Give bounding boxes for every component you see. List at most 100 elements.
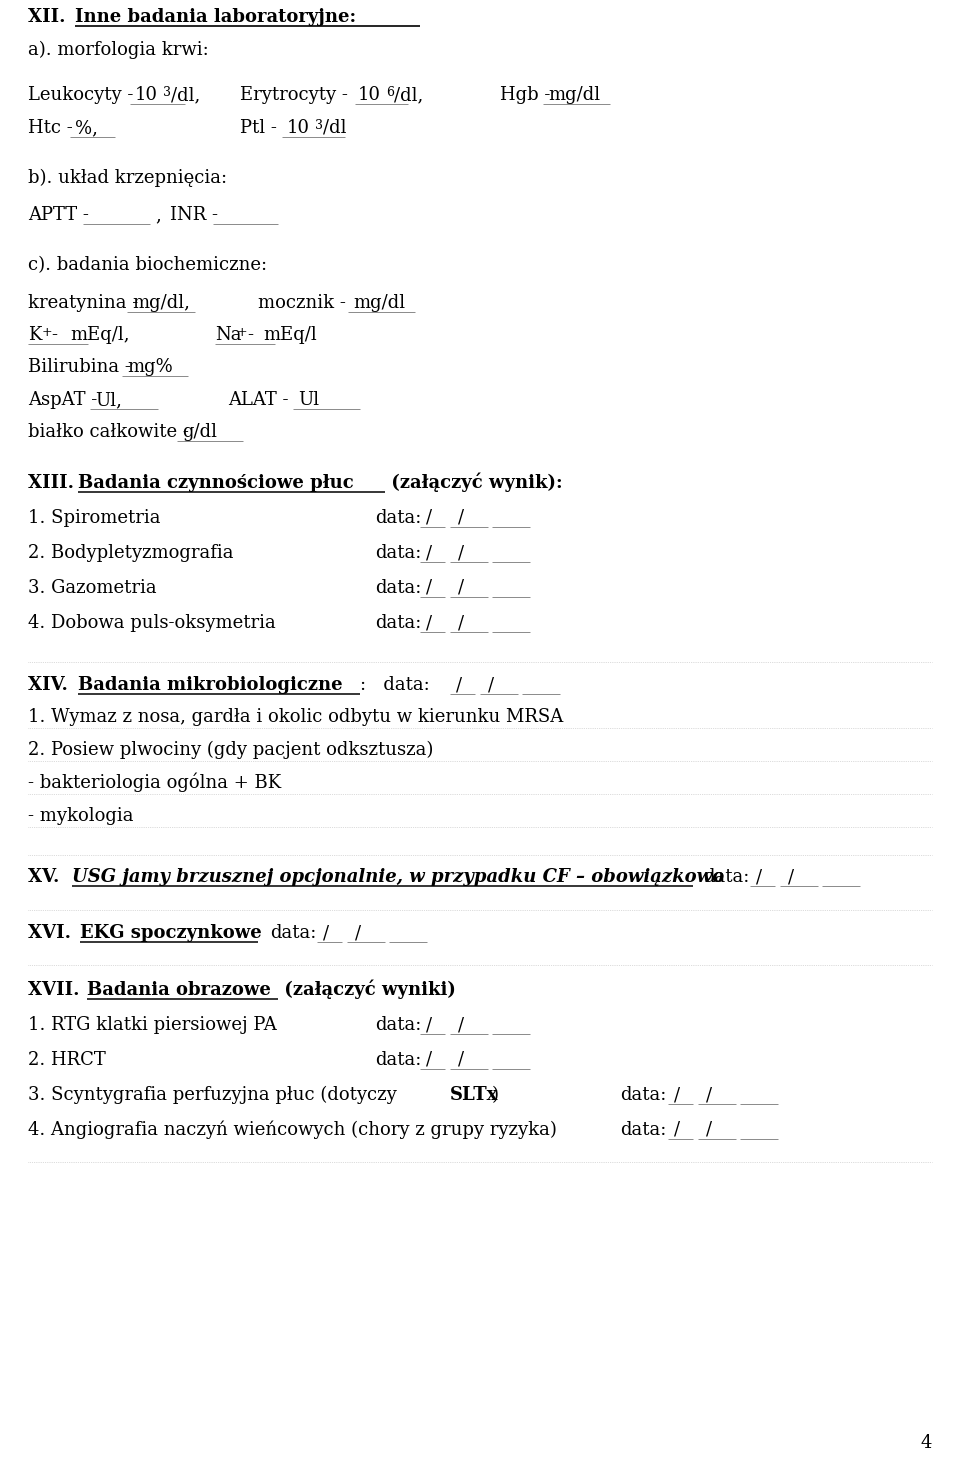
Text: b). układ krzepnięcia:: b). układ krzepnięcia: (28, 169, 228, 186)
Text: XII.: XII. (28, 7, 72, 26)
Text: data:: data: (375, 578, 421, 597)
Text: :   data:: : data: (360, 675, 430, 694)
Text: XIV.: XIV. (28, 675, 74, 694)
Text: ,: , (155, 206, 160, 225)
Text: /: / (426, 545, 432, 562)
Text: /: / (458, 614, 464, 633)
Text: 3. Gazometria: 3. Gazometria (28, 578, 156, 597)
Text: -: - (248, 326, 260, 344)
Text: c). badania biochemiczne:: c). badania biochemiczne: (28, 255, 267, 275)
Text: /: / (706, 1086, 712, 1104)
Text: -: - (52, 326, 63, 344)
Text: 4. Dobowa puls-oksymetria: 4. Dobowa puls-oksymetria (28, 614, 276, 633)
Text: Na: Na (215, 326, 242, 344)
Text: mEq/l: mEq/l (263, 326, 317, 344)
Text: Badania obrazowe: Badania obrazowe (87, 981, 271, 1000)
Text: /: / (488, 675, 494, 694)
Text: data:: data: (375, 1051, 421, 1069)
Text: białko całkowite -: białko całkowite - (28, 423, 189, 440)
Text: USG jamy brzusznej opcjonalnie, w przypadku CF – obowiązkowo: USG jamy brzusznej opcjonalnie, w przypa… (72, 868, 724, 887)
Text: Ptl -: Ptl - (240, 119, 276, 137)
Text: 2. HRCT: 2. HRCT (28, 1051, 106, 1069)
Text: AspAT -: AspAT - (28, 390, 97, 410)
Text: 1. RTG klatki piersiowej PA: 1. RTG klatki piersiowej PA (28, 1016, 276, 1033)
Text: Leukocyty -: Leukocyty - (28, 87, 133, 104)
Text: data:: data: (375, 509, 421, 527)
Text: data:: data: (703, 868, 750, 887)
Text: 10: 10 (135, 87, 158, 104)
Text: 1. Spirometria: 1. Spirometria (28, 509, 160, 527)
Text: /: / (355, 923, 361, 942)
Text: a). morfologia krwi:: a). morfologia krwi: (28, 41, 208, 59)
Text: +: + (237, 326, 248, 339)
Text: 3: 3 (163, 87, 171, 98)
Text: /: / (458, 545, 464, 562)
Text: /: / (426, 509, 432, 527)
Text: /: / (788, 868, 794, 887)
Text: ): ) (492, 1086, 499, 1104)
Text: /: / (458, 1051, 464, 1069)
Text: g/dl: g/dl (182, 423, 217, 440)
Text: Erytrocyty -: Erytrocyty - (240, 87, 348, 104)
Text: data:: data: (375, 545, 421, 562)
Text: +: + (42, 326, 53, 339)
Text: data:: data: (620, 1122, 666, 1139)
Text: data:: data: (620, 1086, 666, 1104)
Text: /: / (706, 1122, 712, 1139)
Text: 4: 4 (921, 1434, 932, 1452)
Text: /dl,: /dl, (171, 87, 201, 104)
Text: INR -: INR - (170, 206, 218, 225)
Text: mocznik -: mocznik - (258, 294, 346, 313)
Text: 1. Wymaz z nosa, gardła i okolic odbytu w kierunku MRSA: 1. Wymaz z nosa, gardła i okolic odbytu … (28, 708, 564, 727)
Text: /: / (756, 868, 762, 887)
Text: /: / (456, 675, 462, 694)
Text: /: / (426, 614, 432, 633)
Text: XVI.: XVI. (28, 923, 77, 942)
Text: Ul: Ul (298, 390, 319, 410)
Text: Bilirubina -: Bilirubina - (28, 358, 131, 376)
Text: SLTx: SLTx (450, 1086, 498, 1104)
Text: Htc -: Htc - (28, 119, 73, 137)
Text: - bakteriologia ogólna + BK: - bakteriologia ogólna + BK (28, 772, 281, 793)
Text: 3. Scyntygrafia perfuzyjna płuc (dotyczy: 3. Scyntygrafia perfuzyjna płuc (dotyczy (28, 1086, 402, 1104)
Text: ALAT -: ALAT - (228, 390, 289, 410)
Text: mEq/l,: mEq/l, (70, 326, 130, 344)
Text: K: K (28, 326, 41, 344)
Text: Inne badania laboratoryjne:: Inne badania laboratoryjne: (75, 7, 356, 26)
Text: /dl: /dl (323, 119, 347, 137)
Text: (załączyć wynik):: (załączyć wynik): (385, 473, 563, 492)
Text: mg%: mg% (127, 358, 173, 376)
Text: 3: 3 (315, 119, 323, 132)
Text: XIII.: XIII. (28, 474, 81, 492)
Text: data:: data: (270, 923, 317, 942)
Text: Ul,: Ul, (95, 390, 122, 410)
Text: /: / (674, 1086, 680, 1104)
Text: Badania mikrobiologiczne: Badania mikrobiologiczne (78, 675, 343, 694)
Text: Badania czynnościowe płuc: Badania czynnościowe płuc (78, 474, 353, 492)
Text: /: / (426, 578, 432, 597)
Text: 6: 6 (386, 87, 394, 98)
Text: 2. Bodypletyzmografia: 2. Bodypletyzmografia (28, 545, 233, 562)
Text: EKG spoczynkowe: EKG spoczynkowe (80, 923, 262, 942)
Text: /: / (458, 509, 464, 527)
Text: mg/dl: mg/dl (353, 294, 405, 313)
Text: /dl,: /dl, (394, 87, 423, 104)
Text: XVII.: XVII. (28, 981, 85, 1000)
Text: mg/dl: mg/dl (548, 87, 600, 104)
Text: kreatynina -: kreatynina - (28, 294, 138, 313)
Text: /: / (426, 1016, 432, 1033)
Text: mg/dl,: mg/dl, (132, 294, 190, 313)
Text: XV.: XV. (28, 868, 65, 887)
Text: APTT -: APTT - (28, 206, 89, 225)
Text: 10: 10 (358, 87, 381, 104)
Text: /: / (458, 578, 464, 597)
Text: /: / (323, 923, 329, 942)
Text: %,: %, (75, 119, 98, 137)
Text: 4. Angiografia naczyń wieńcowych (chory z grupy ryzyka): 4. Angiografia naczyń wieńcowych (chory … (28, 1120, 557, 1139)
Text: - mykologia: - mykologia (28, 807, 133, 825)
Text: 2. Posiew plwociny (gdy pacjent odksztusza): 2. Posiew plwociny (gdy pacjent odksztus… (28, 741, 433, 759)
Text: (załączyć wyniki): (załączyć wyniki) (278, 979, 456, 1000)
Text: data:: data: (375, 614, 421, 633)
Text: Hgb -: Hgb - (500, 87, 550, 104)
Text: /: / (674, 1122, 680, 1139)
